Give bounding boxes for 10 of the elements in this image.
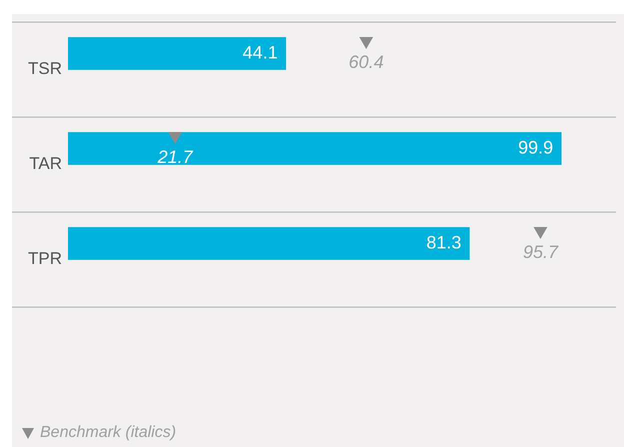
data-label: 81.3 [426, 232, 462, 252]
y-tick-label: TAR [29, 154, 62, 174]
data-label: 60.4 [348, 52, 384, 72]
y-tick-label: TSR [28, 59, 62, 78]
data-label: 95.7 [522, 242, 559, 262]
data-label: 21.7 [156, 147, 194, 167]
data-label: 99.9 [518, 137, 554, 158]
legend-label: Benchmark (italics) [40, 424, 176, 442]
data-label: 44.1 [242, 42, 278, 62]
y-tick-label: TPR [28, 249, 62, 268]
